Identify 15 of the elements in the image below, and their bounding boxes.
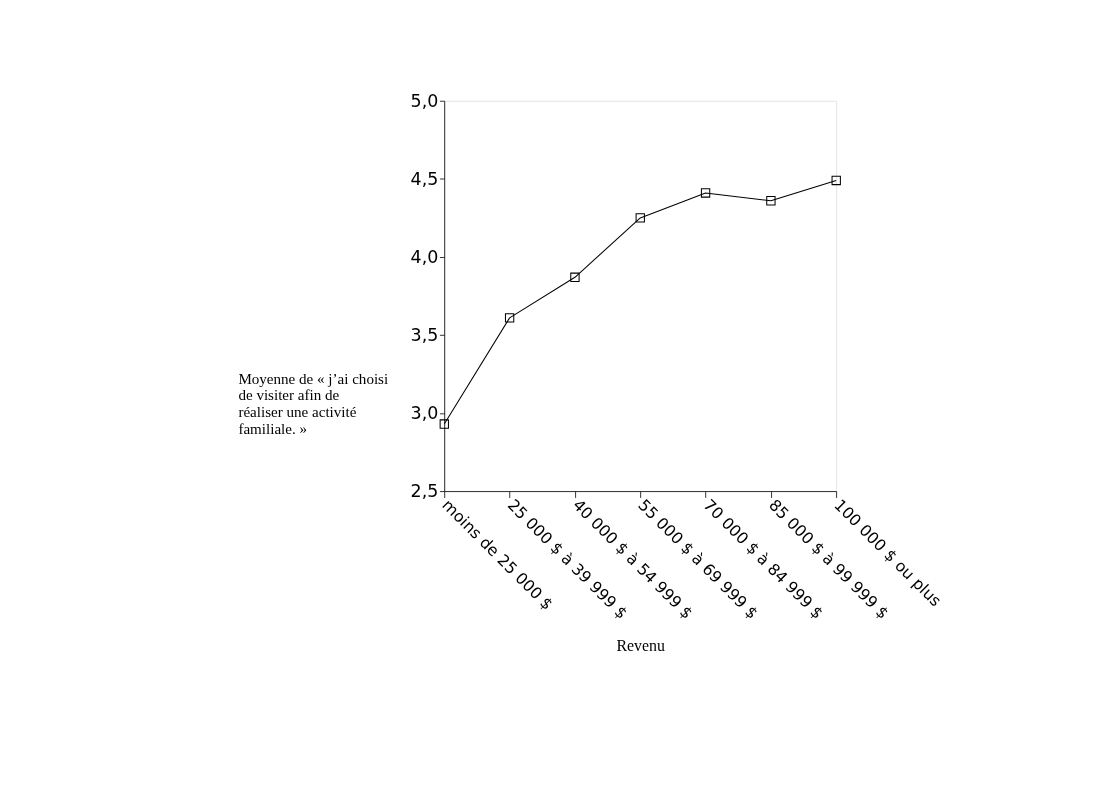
- y-tick-label: 3,5: [410, 324, 439, 345]
- y-tick-label: 2,5: [410, 481, 439, 502]
- point: [504, 313, 515, 323]
- y-tick-label: 4,5: [410, 168, 439, 189]
- y-tick-label: 5,0: [410, 90, 439, 111]
- point: [439, 419, 449, 429]
- point: [766, 196, 776, 206]
- y-tick-label: 3,0: [410, 403, 439, 424]
- point: [700, 188, 711, 198]
- point: [635, 213, 645, 223]
- y-axis-title: Moyenne de « j’ai choisi de visiter afin de réaliser une activité familiale. »: [238, 370, 389, 437]
- x-axis-title: Revenu: [616, 636, 665, 654]
- y-tick-label: 4,0: [410, 246, 439, 267]
- point: [831, 175, 841, 186]
- point: [570, 272, 580, 282]
